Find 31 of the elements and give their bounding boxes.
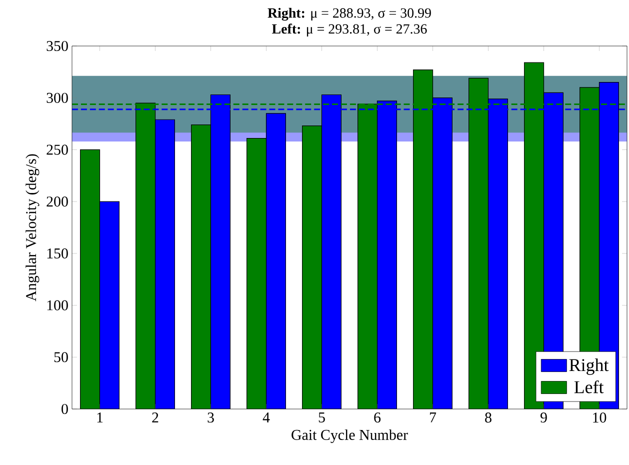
bar — [155, 120, 175, 409]
y-tick-label: 300 — [46, 92, 68, 103]
x-tick-label: 1 — [97, 412, 103, 422]
x-tick-label: 6 — [374, 412, 381, 423]
x-axis-title: Gait Cycle Number — [292, 429, 408, 444]
x-tick-label: 3 — [208, 412, 214, 423]
legend-label: Right — [569, 358, 609, 375]
x-tick-label: 5 — [318, 412, 325, 422]
y-tick-label: 50 — [54, 352, 68, 362]
x-tick-label: 10 — [593, 412, 606, 423]
y-axis-title: Angular Velocity (deg/s) — [26, 154, 40, 302]
x-tick-label: 4 — [262, 412, 270, 422]
bar — [80, 150, 100, 409]
y-tick-label: 0 — [62, 404, 68, 414]
bar — [191, 124, 211, 409]
chart-title: Right: μ = 288.93, σ = 30.99 — [268, 8, 431, 21]
x-tick-label: 7 — [430, 412, 436, 422]
bar — [100, 202, 120, 409]
y-tick-label: 350 — [46, 40, 68, 52]
x-tick-label: 8 — [485, 412, 492, 423]
bar — [266, 113, 286, 409]
bar — [302, 126, 322, 409]
y-tick-label: 200 — [46, 196, 68, 207]
y-tick-label: 100 — [47, 300, 68, 310]
chart-subtitle: Left: μ = 293.81, σ = 27.36 — [272, 24, 427, 36]
bar — [246, 138, 266, 409]
y-tick-label: 250 — [46, 144, 68, 155]
x-tick-label: 2 — [152, 412, 158, 422]
x-tick-label: 9 — [540, 412, 547, 423]
y-tick-label: 150 — [47, 248, 68, 258]
legend-label: Left — [574, 380, 604, 394]
